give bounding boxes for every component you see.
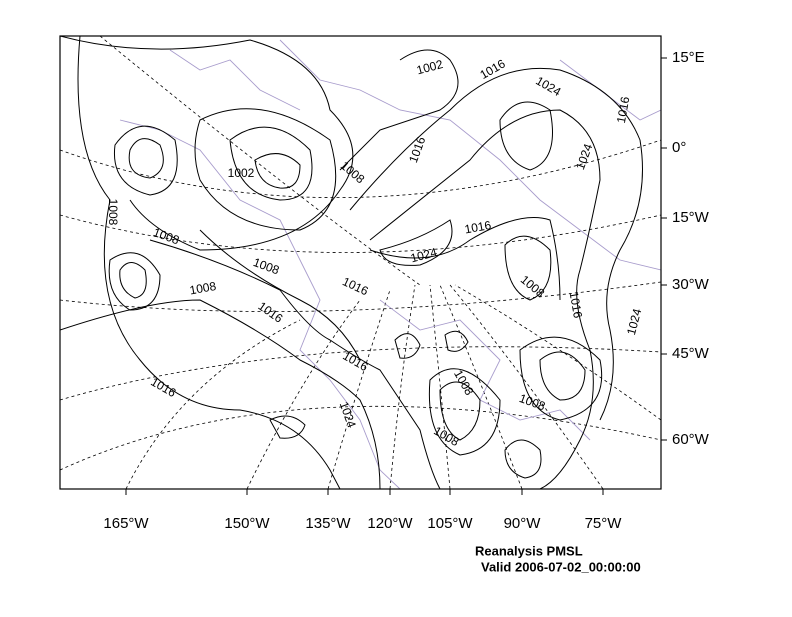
latitude-label: 15°W [672, 209, 710, 226]
contour-label: 1024 [409, 245, 439, 266]
contour-label: 1008 [338, 158, 368, 186]
axis-labels: 15°E 0° 15°W 30°W 45°W 60°W 165°W 150°W 135°W 120… [103, 49, 709, 532]
contour-label: 1008 [431, 424, 461, 450]
contour-label: 1008 [251, 255, 281, 277]
contour-label: 1008 [518, 272, 548, 300]
contour-label: 1016 [406, 134, 428, 164]
longitude-label: 165°W [103, 515, 149, 532]
contour-label: 1024 [533, 74, 563, 100]
contour-label: 1016 [148, 375, 178, 401]
contour-label: 1008 [151, 225, 181, 247]
contour-label: 1024 [624, 307, 645, 337]
contour-label: 1008 [517, 391, 547, 413]
contour-label: 1016 [478, 56, 508, 82]
longitude-label: 150°W [224, 515, 270, 532]
longitude-label: 135°W [305, 515, 351, 532]
longitude-label: 105°W [427, 515, 473, 532]
latitude-label: 45°W [672, 345, 710, 362]
contour-label: 1016 [340, 349, 370, 375]
contour-label: 1016 [340, 274, 370, 298]
contour-label: 1016 [567, 290, 585, 319]
contour-label: 1002 [228, 166, 255, 180]
contour-label: 1016 [256, 299, 286, 326]
contour-labels: 1002 1016 1024 1016 1002 1008 1016 1024 1008 1008… [106, 56, 645, 449]
isobars [60, 36, 643, 489]
contour-label: 1024 [337, 400, 359, 430]
contour-label: 1002 [415, 57, 445, 78]
latitude-label: 60°W [672, 431, 710, 448]
contour-label: 1016 [614, 95, 632, 124]
caption-title: Reanalysis PMSL [475, 543, 583, 558]
caption-valid-time: Valid 2006-07-02_00:00:00 [481, 559, 641, 574]
contour-label: 1008 [451, 368, 477, 398]
contour-label: 1008 [106, 199, 120, 226]
graticule [60, 36, 661, 489]
coastlines [119, 39, 661, 489]
map-field [60, 36, 661, 489]
latitude-label: 30°W [672, 276, 710, 293]
contour-label: 1008 [188, 279, 217, 297]
longitude-label: 90°W [504, 515, 542, 532]
latitude-label: 15°E [672, 49, 705, 66]
contour-label: 1016 [463, 218, 492, 236]
latitude-label: 0° [672, 139, 686, 156]
contour-label: 1024 [573, 141, 595, 171]
map-frame [59, 35, 662, 490]
longitude-label: 120°W [367, 515, 413, 532]
longitude-label: 75°W [585, 515, 623, 532]
